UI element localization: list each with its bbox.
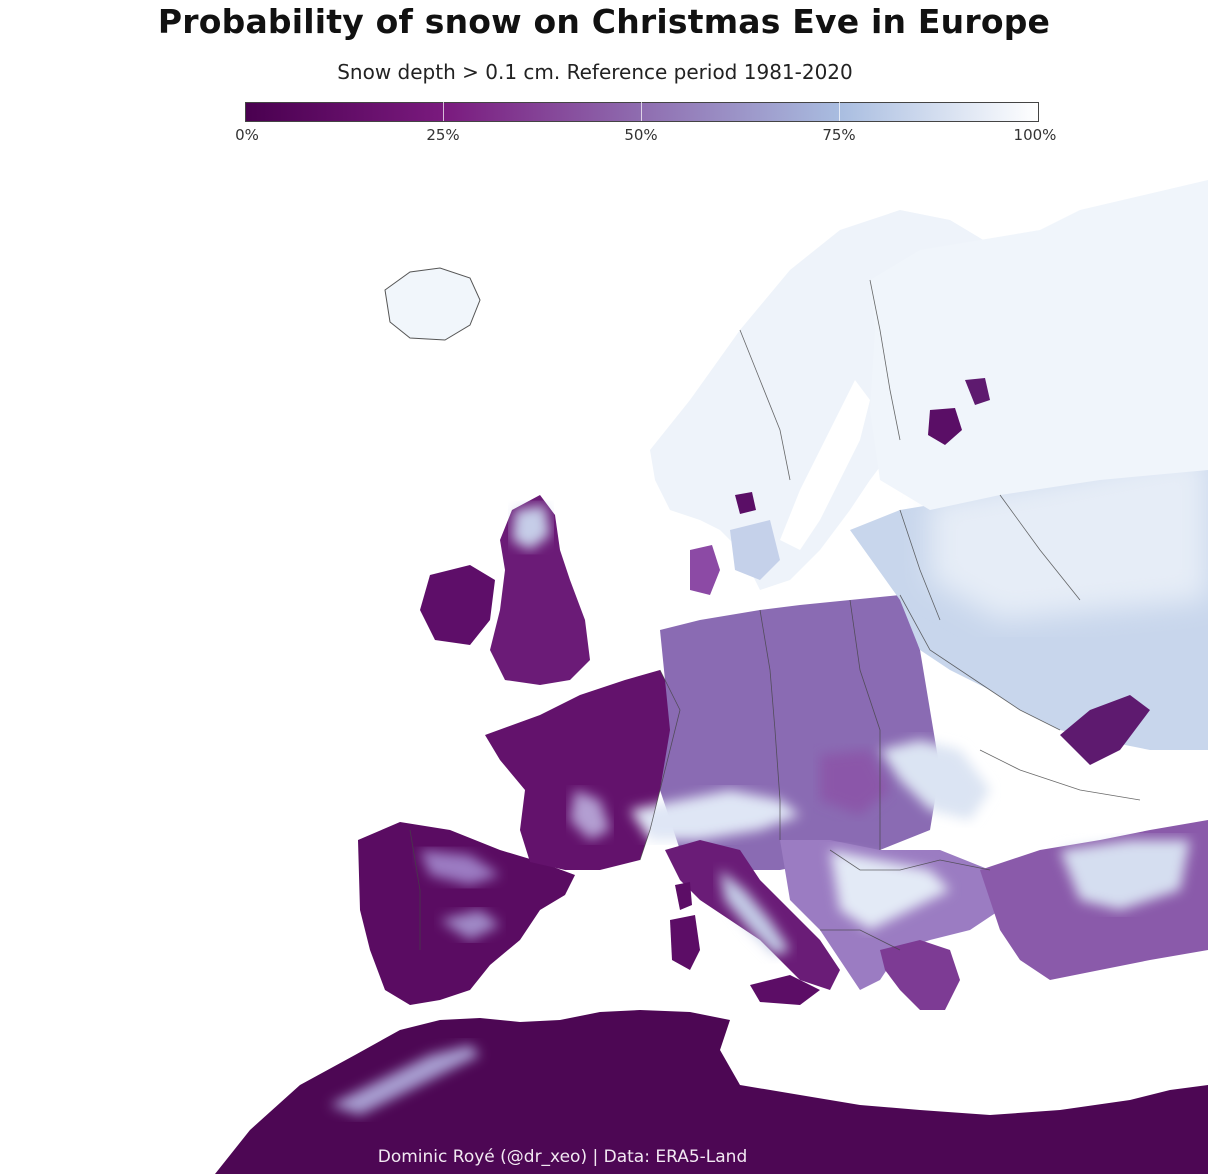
carpathian-snow bbox=[880, 740, 990, 820]
sicily bbox=[750, 975, 820, 1005]
legend-gradient-bar bbox=[245, 102, 1039, 122]
apennines-snow bbox=[720, 870, 790, 955]
iberia-snow-patch bbox=[420, 850, 500, 885]
pannonian-basin bbox=[820, 750, 890, 815]
legend-tick-mark bbox=[443, 102, 444, 121]
legend-label-0: 0% bbox=[235, 126, 259, 144]
corsica bbox=[675, 882, 692, 910]
central-massif-snow bbox=[570, 790, 610, 840]
greece-region bbox=[880, 940, 960, 1010]
map-credit: Dominic Royé (@dr_xeo) | Data: ERA5-Land bbox=[377, 1147, 748, 1167]
legend-label-50: 50% bbox=[624, 126, 658, 144]
iceland bbox=[384, 267, 481, 341]
scotland-snow bbox=[512, 505, 550, 550]
alps-snow bbox=[630, 790, 800, 840]
map-subtitle: Snow depth > 0.1 cm. Reference period 19… bbox=[337, 60, 853, 84]
denmark bbox=[690, 545, 720, 595]
color-legend: 0% 25% 50% 75% 100% bbox=[235, 102, 1056, 148]
baltic-sea bbox=[780, 380, 870, 550]
legend-tick-mark bbox=[839, 102, 840, 121]
lake-vanern bbox=[735, 492, 756, 514]
legend-label-100: 100% bbox=[1013, 126, 1057, 144]
iberia-snow-patch bbox=[440, 910, 500, 940]
great-britain bbox=[490, 495, 590, 685]
legend-label-75: 75% bbox=[822, 126, 856, 144]
legend-label-25: 25% bbox=[426, 126, 460, 144]
anatolia-snow bbox=[1060, 840, 1190, 910]
lake-onega bbox=[965, 378, 990, 405]
legend-tick-mark bbox=[641, 102, 642, 121]
atlas-snow-band bbox=[330, 1045, 480, 1115]
map-title: Probability of snow on Christmas Eve in … bbox=[157, 2, 1051, 41]
country-borders bbox=[409, 279, 1141, 951]
crimea-region bbox=[1060, 695, 1150, 765]
southern-sweden bbox=[730, 520, 780, 580]
france-region bbox=[485, 670, 680, 870]
sardinia bbox=[670, 915, 700, 970]
ireland bbox=[420, 565, 495, 645]
lake-ladoga bbox=[928, 408, 962, 445]
europe-snow-map bbox=[215, 180, 1208, 1174]
